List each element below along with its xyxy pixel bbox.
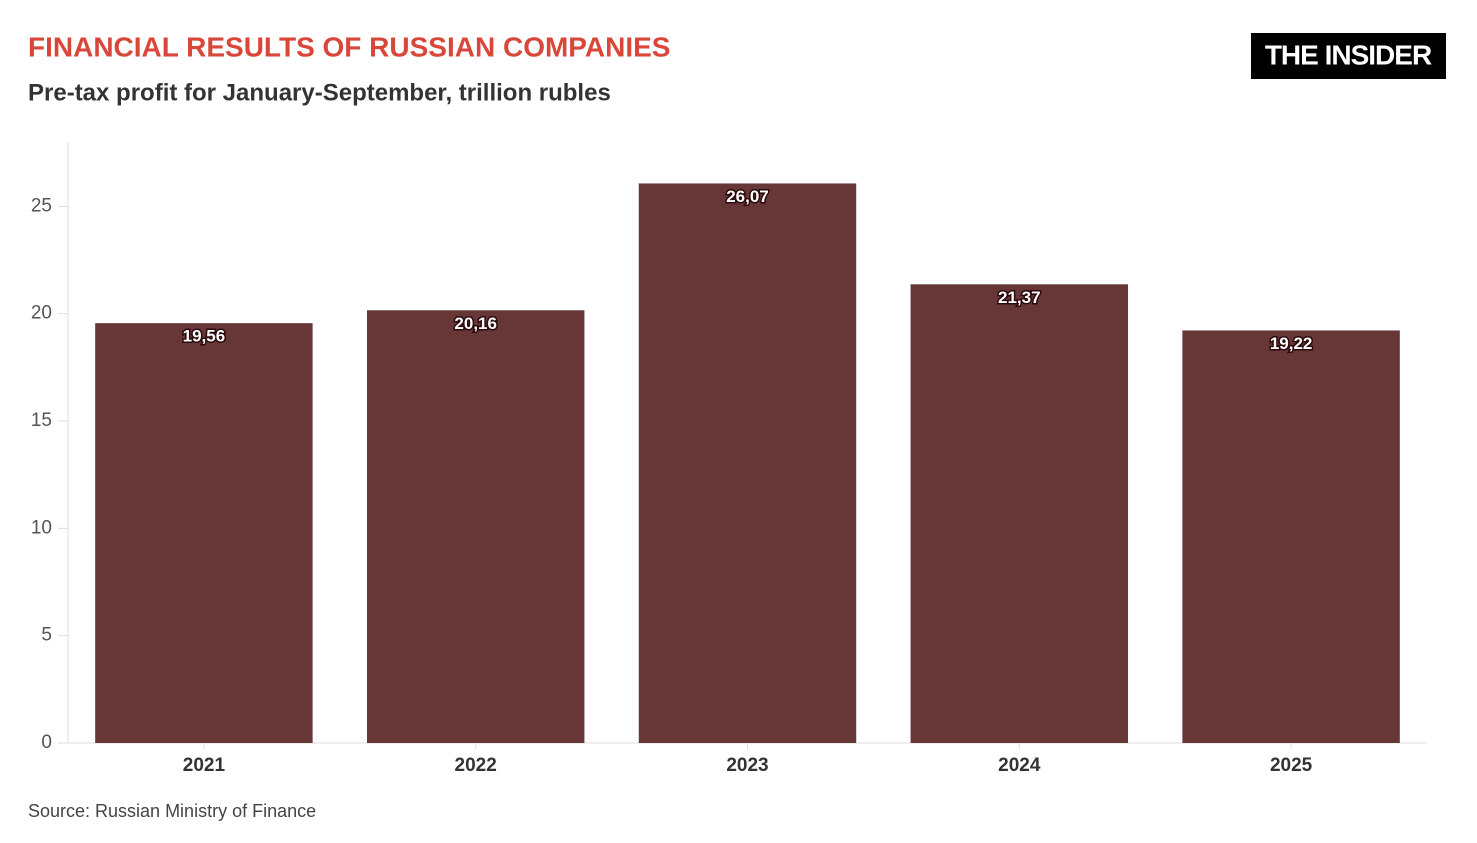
value-label: 19,56 [183,327,226,346]
x-tick-label: 2023 [726,755,768,776]
x-tick-label: 2022 [455,755,497,776]
bar [1182,330,1400,743]
bar [910,284,1129,743]
value-label: 21,37 [998,288,1041,307]
x-tick-label: 2021 [183,755,226,776]
chart-title: FINANCIAL RESULTS OF RUSSIAN COMPANIES [28,31,670,62]
bar [638,183,857,743]
y-tick-label: 0 [41,732,52,753]
y-tick-label: 20 [31,303,52,324]
source: Source: Russian Ministry of Finance [28,801,316,821]
bar [366,310,585,743]
chart-subtitle: Pre-tax profit for January-September, tr… [28,79,611,106]
value-label: 19,22 [1270,334,1313,353]
y-tick-label: 10 [31,517,52,538]
x-tick-label: 2025 [1270,755,1313,776]
x-tick-label: 2024 [998,755,1041,776]
y-tick-label: 15 [31,410,52,431]
value-label: 20,16 [454,314,497,333]
logo: THE INSIDER [1265,39,1432,70]
logo-box [1251,33,1446,79]
bar [95,323,313,743]
value-label: 26,07 [726,187,769,206]
y-tick-label: 25 [31,195,52,216]
y-tick-label: 5 [41,625,52,646]
